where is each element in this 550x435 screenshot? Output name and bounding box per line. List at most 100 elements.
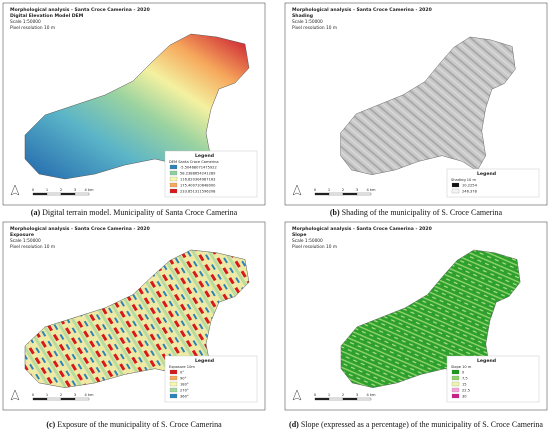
legend-swatch	[169, 393, 178, 399]
panel-title: Morphological analysis - Santa Croce Cam…	[292, 7, 432, 13]
north-arrow	[292, 389, 302, 401]
caption: (c) Exposure of the municipality of S. C…	[46, 420, 222, 429]
scale-bar-segment	[314, 397, 330, 401]
scale-bar-label: 0	[314, 393, 317, 397]
scale-bar-label: 4 km	[84, 188, 94, 192]
map-panel: Morphological analysis - Santa Croce Cam…	[2, 2, 266, 206]
legend-swatch	[169, 176, 178, 182]
caption-text: Shading of the municipality of S. Croce …	[340, 208, 503, 217]
scale-bar-label: 1	[46, 393, 48, 397]
legend-box	[164, 355, 258, 403]
panel-subtitle: Exposure	[10, 232, 34, 238]
panel-title: Morphological analysis - Santa Croce Cam…	[10, 7, 150, 13]
legend-label: 30	[462, 394, 467, 398]
scale-bar-label: 3	[74, 188, 76, 192]
scale-bar-label: 1	[328, 188, 330, 192]
legend-swatch	[169, 387, 178, 393]
scale-bar-segment	[356, 192, 372, 196]
legend-label: 270°	[180, 388, 189, 392]
legend: Legend Slope 10 m0 7.5 15 22.5 30	[446, 355, 540, 403]
legend-swatch	[451, 369, 460, 375]
map-panel: Morphological analysis - Santa Croce Cam…	[284, 2, 548, 206]
scale-bar-segment	[74, 397, 90, 401]
scale-bar-label: 3	[356, 188, 358, 192]
scale-bar-segment	[32, 397, 48, 401]
legend-box	[164, 150, 258, 198]
legend-label: 7.5	[462, 376, 468, 380]
legend-title: Shading 10 m	[451, 178, 476, 182]
legend-swatch	[451, 381, 460, 387]
legend-label: 180°	[180, 382, 189, 386]
scale-bar-segment	[314, 192, 330, 196]
legend-label: 246.378	[462, 189, 478, 193]
scale-bar-label: 1	[46, 188, 48, 192]
legend-swatch	[169, 182, 178, 188]
legend-heading: Legend	[195, 153, 214, 159]
north-arrow	[10, 184, 20, 196]
legend-label: 22.5	[462, 388, 470, 392]
legend-swatch	[169, 381, 178, 387]
scale-bar-label: 4 km	[366, 393, 376, 397]
scale-bar-label: 1	[328, 393, 330, 397]
caption-label: (a)	[31, 208, 41, 217]
caption: (a) Digital terrain model. Municipality …	[31, 208, 238, 217]
legend-label: 0°	[180, 370, 184, 374]
legend-label: 360°	[180, 394, 189, 398]
caption-label: (d)	[289, 420, 299, 429]
legend-label: 175.400710648000	[180, 183, 216, 187]
caption: (d) Slope (expressed as a percentage) of…	[289, 420, 543, 429]
panel-title: Morphological analysis - Santa Croce Cam…	[10, 226, 150, 232]
scale-bar-label: 2	[342, 188, 344, 192]
caption-label: (c)	[46, 420, 55, 429]
caption-text: Slope (expressed as a percentage) of the…	[299, 420, 544, 429]
legend-heading: Legend	[195, 358, 214, 364]
legend-swatch	[169, 369, 178, 375]
legend-label: 233.851311596208	[180, 189, 216, 193]
legend-swatch	[169, 170, 178, 176]
north-arrow	[10, 389, 20, 401]
map-panel: Morphological analysis - Santa Croce Cam…	[2, 221, 266, 411]
legend-label: 10.2254	[462, 183, 478, 187]
legend-title: DEM Santa Croce Camerina	[169, 160, 219, 164]
legend-label: 15	[462, 382, 467, 386]
panel-subtitle: Shading	[292, 13, 313, 19]
legend-label: -5.50468071475922	[180, 165, 217, 169]
scale-bar-label: 2	[342, 393, 344, 397]
scale-bar-segment	[356, 397, 372, 401]
scale-bar-segment	[60, 397, 76, 401]
scale-bar-segment	[32, 192, 48, 196]
panel-resolution: Pixel resolution 10 m	[10, 244, 55, 250]
panel-resolution: Pixel resolution 10 m	[292, 244, 337, 250]
legend-title: Slope 10 m	[451, 365, 472, 369]
legend-label: 90°	[180, 376, 187, 380]
scale-bar-segment	[342, 192, 358, 196]
legend-box	[446, 355, 540, 403]
panel-scale: Scale 1:50000	[10, 19, 41, 25]
scale-bar-label: 3	[74, 393, 76, 397]
legend-swatch	[169, 375, 178, 381]
scale-bar-label: 2	[60, 393, 62, 397]
scale-bar-segment	[60, 192, 76, 196]
panel-scale: Scale 1:50000	[292, 19, 323, 25]
legend-label: 58.2388654241289	[180, 171, 216, 175]
legend-swatch	[451, 387, 460, 393]
caption-text: Exposure of the municipality of S. Croce…	[55, 420, 222, 429]
caption: (b) Shading of the municipality of S. Cr…	[330, 208, 503, 217]
legend-label: 0	[462, 370, 465, 374]
legend-swatch	[169, 164, 178, 170]
scale-bar-label: 4 km	[366, 188, 376, 192]
scale-bar-label: 0	[314, 188, 317, 192]
scale-bar-segment	[328, 192, 344, 196]
scale-bar-label: 4 km	[84, 393, 94, 397]
legend-heading: Legend	[477, 358, 496, 364]
panel-resolution: Pixel resolution 10 m	[10, 25, 55, 31]
scale-bar-label: 0	[32, 393, 35, 397]
north-arrow	[292, 184, 302, 196]
scale-bar-segment	[342, 397, 358, 401]
map-panel: Morphological analysis - Santa Croce Cam…	[284, 221, 548, 411]
scale-bar-label: 2	[60, 188, 62, 192]
